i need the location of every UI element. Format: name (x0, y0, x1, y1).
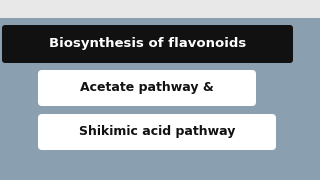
FancyBboxPatch shape (38, 114, 276, 150)
Text: Acetate pathway &: Acetate pathway & (80, 82, 214, 94)
FancyBboxPatch shape (0, 0, 320, 18)
Text: Biosynthesis of flavonoids: Biosynthesis of flavonoids (49, 37, 246, 51)
Text: Shikimic acid pathway: Shikimic acid pathway (79, 125, 235, 138)
FancyBboxPatch shape (2, 25, 293, 63)
FancyBboxPatch shape (38, 70, 256, 106)
